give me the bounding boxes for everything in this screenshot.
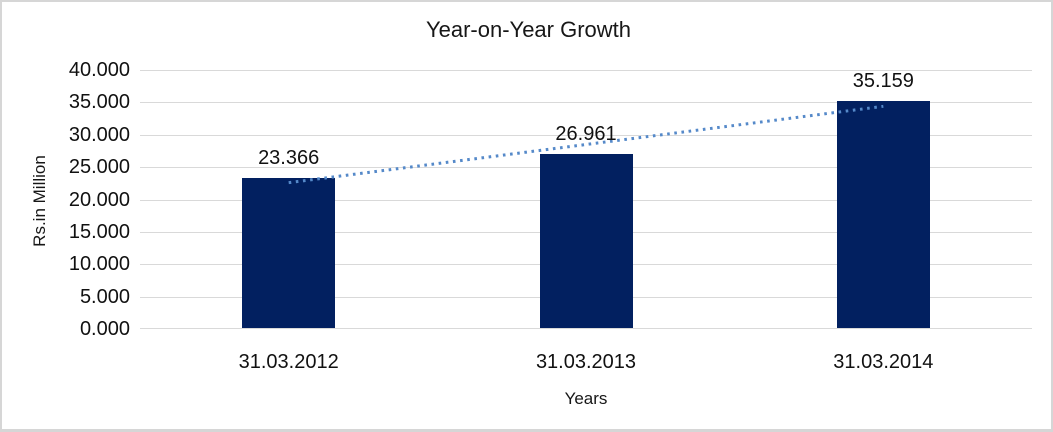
bar-value-label: 35.159 [852, 70, 914, 93]
y-tick-label: 0.000 [79, 318, 130, 340]
x-category-label: 31.03.2014 [833, 351, 934, 373]
bar-31.03.2013 [539, 154, 633, 328]
y-tick-label: 15.000 [68, 220, 130, 243]
x-axis-title: Years [564, 389, 608, 408]
gridline-40.000 [140, 70, 1032, 71]
chart-title: Year-on-Year Growth [425, 17, 632, 42]
gridline-35.000 [140, 102, 1032, 103]
x-category-label: 31.03.2013 [535, 351, 637, 373]
y-tick-label: 35.000 [68, 91, 130, 114]
bar-value-label: 26.961 [555, 123, 617, 146]
y-tick-label: 20.000 [68, 188, 130, 211]
y-tick-label: 40.000 [68, 59, 130, 81]
bar-31.03.2014 [836, 101, 930, 328]
bar-31.03.2012 [242, 177, 336, 328]
plot-area: 23.366 26.961 35.159 [140, 70, 1032, 329]
bar-value-label: 23.366 [258, 146, 320, 169]
y-tick-label: 25.000 [68, 156, 130, 179]
gridline-30.000 [140, 135, 1032, 136]
trendline [288, 104, 884, 185]
gridline-0.000 [140, 328, 1032, 329]
y-tick-label: 10.000 [68, 253, 130, 276]
y-tick-label: 5.000 [79, 285, 130, 308]
y-tick-label: 30.000 [68, 123, 130, 146]
x-category-label: 31.03.2012 [238, 351, 339, 373]
